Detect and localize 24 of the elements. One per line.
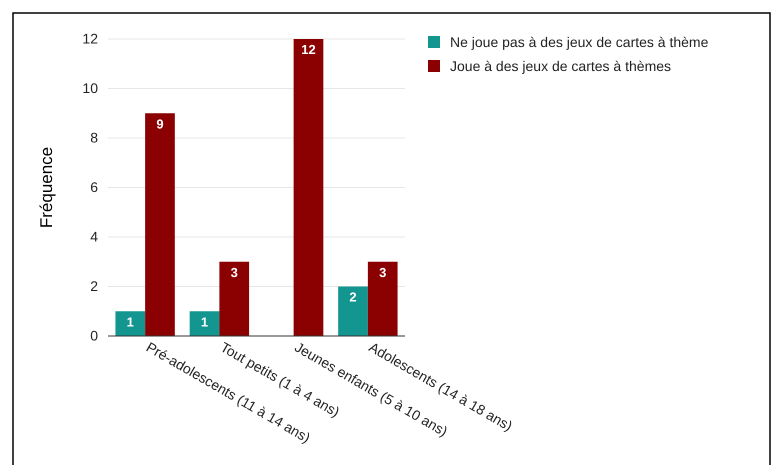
y-tick-label: 12 (82, 30, 98, 46)
y-tick-label: 4 (90, 228, 98, 244)
bar (145, 113, 175, 336)
y-tick-label: 8 (90, 129, 98, 146)
y-axis-title: Fréquence (37, 146, 56, 228)
bar (219, 262, 250, 336)
y-tick-label: 10 (82, 80, 98, 96)
bar (115, 311, 146, 336)
bar (368, 262, 398, 336)
legend-label: Ne joue pas à des jeux de cartes à thème (450, 34, 709, 50)
bar (338, 286, 368, 336)
bar (190, 311, 220, 336)
data-label: 1 (126, 314, 134, 330)
legend-label: Joue à des jeux de cartes à thèmes (450, 58, 672, 74)
data-label: 3 (379, 264, 386, 280)
data-label: 9 (156, 116, 164, 132)
y-tick-label: 6 (90, 178, 98, 195)
data-label: 12 (301, 42, 316, 57)
data-label: 2 (349, 290, 357, 304)
y-tick-label: 0 (90, 327, 98, 344)
y-tick-label: 2 (90, 278, 98, 294)
data-label: 1 (200, 314, 208, 330)
bar (294, 39, 324, 336)
data-label: 3 (230, 264, 238, 280)
